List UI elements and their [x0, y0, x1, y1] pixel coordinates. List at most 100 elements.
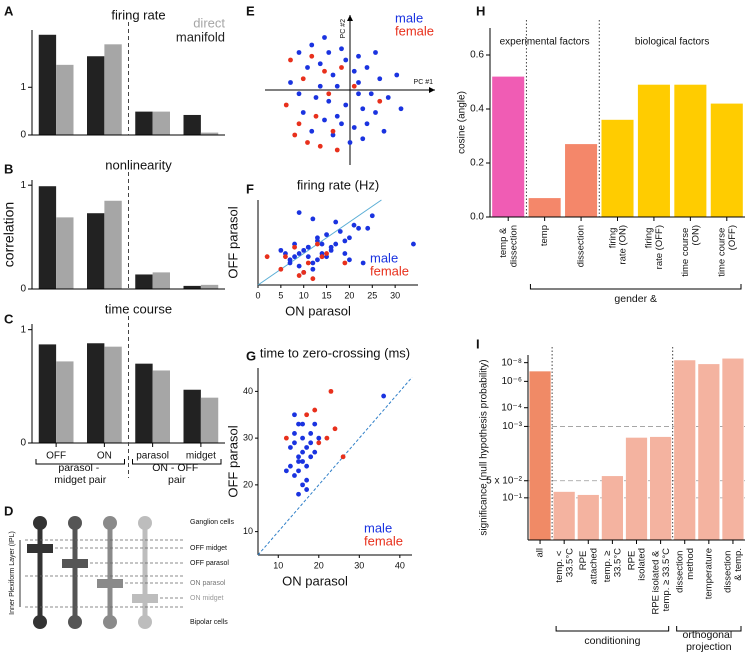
- x-tick-label: 25: [367, 290, 377, 300]
- legend-label: direct: [193, 15, 225, 30]
- x-tick-label: time course (ON): [680, 225, 701, 277]
- point: [347, 140, 353, 145]
- group-bracket: [132, 459, 222, 465]
- point: [324, 232, 329, 238]
- x-tick-label: temp. < 33.5°C: [553, 548, 574, 583]
- x-tick-label: 30: [390, 290, 400, 300]
- bar: [38, 344, 57, 443]
- x-tick-label: firing rate (OFF): [643, 225, 664, 269]
- point: [304, 477, 310, 483]
- point: [296, 491, 301, 497]
- bar: [152, 111, 170, 135]
- y-tick-label: 10⁻⁸: [501, 357, 522, 368]
- point: [310, 216, 316, 222]
- point: [365, 225, 371, 231]
- point: [377, 98, 383, 104]
- point: [304, 412, 310, 418]
- point: [301, 247, 307, 253]
- point: [328, 247, 334, 253]
- point: [283, 468, 289, 474]
- point: [394, 72, 400, 78]
- chart-title: time to zero-crossing (ms): [260, 345, 410, 360]
- stratification: [62, 559, 88, 568]
- point: [332, 426, 338, 432]
- bar: [625, 437, 648, 540]
- point: [326, 98, 332, 104]
- x-tick-label: temp: [539, 225, 550, 246]
- cell-body: [33, 516, 47, 530]
- point: [308, 431, 314, 436]
- legend-label: male: [395, 10, 423, 25]
- point: [304, 463, 310, 469]
- bar: [637, 84, 670, 217]
- point: [300, 449, 305, 455]
- group-bracket: [529, 284, 742, 290]
- legend-label: female: [395, 23, 434, 38]
- bar: [87, 213, 105, 289]
- x-tick-label: 20: [344, 290, 354, 300]
- cell-label: ON midget: [190, 595, 224, 602]
- point: [356, 53, 361, 59]
- bar: [38, 34, 57, 135]
- point: [296, 121, 302, 127]
- panel-label: D: [4, 503, 13, 518]
- panel-label: G: [246, 348, 256, 363]
- point: [300, 435, 305, 441]
- point: [347, 257, 352, 263]
- bar: [710, 103, 743, 217]
- point: [330, 128, 336, 134]
- bar: [200, 132, 219, 135]
- y-tick-label: 40: [243, 386, 253, 396]
- point: [309, 128, 315, 134]
- y-tick-label: 10⁻⁶: [501, 376, 522, 387]
- legend-label: female: [364, 533, 403, 548]
- point: [300, 459, 305, 464]
- panel-label: C: [4, 311, 14, 326]
- y-tick-label: 10: [243, 526, 253, 536]
- y-tick-label: 10⁻⁴: [501, 402, 522, 413]
- point: [292, 473, 297, 478]
- point: [398, 106, 404, 112]
- point: [369, 213, 375, 219]
- point: [309, 42, 315, 48]
- point: [377, 76, 383, 82]
- bar: [200, 397, 219, 443]
- bar: [492, 76, 525, 217]
- point: [360, 260, 366, 266]
- chart-title: nonlinearity: [105, 157, 172, 172]
- panel-label: B: [4, 161, 13, 176]
- point: [381, 393, 387, 399]
- point: [296, 421, 301, 427]
- x-tick-label: 40: [395, 560, 405, 570]
- point: [310, 266, 316, 272]
- chart-title: time course: [105, 301, 172, 316]
- x-tick-label: ON: [97, 451, 112, 462]
- bar: [56, 361, 74, 443]
- point: [364, 65, 370, 70]
- point: [317, 143, 323, 149]
- point: [334, 83, 340, 89]
- x-tick-label: 30: [354, 560, 364, 570]
- point: [304, 487, 310, 492]
- point: [322, 117, 327, 123]
- stratification: [27, 544, 53, 553]
- point: [356, 80, 361, 85]
- y-axis-label: OFF parasol: [225, 206, 240, 278]
- point: [292, 244, 297, 250]
- x-tick-label: RPE isolated: [626, 548, 647, 581]
- point: [305, 140, 310, 145]
- x-tick-label: dissection method: [674, 548, 695, 593]
- point: [296, 210, 302, 215]
- point: [300, 421, 305, 427]
- x-tick-label: dissection: [576, 225, 587, 267]
- point: [337, 229, 343, 234]
- point: [317, 83, 323, 89]
- point: [313, 95, 319, 100]
- identity-line: [257, 377, 413, 556]
- point: [319, 254, 325, 260]
- point: [300, 76, 306, 82]
- y-tick-label: 0: [20, 284, 26, 295]
- bar: [183, 285, 201, 289]
- x-tick-label: midget: [186, 451, 216, 462]
